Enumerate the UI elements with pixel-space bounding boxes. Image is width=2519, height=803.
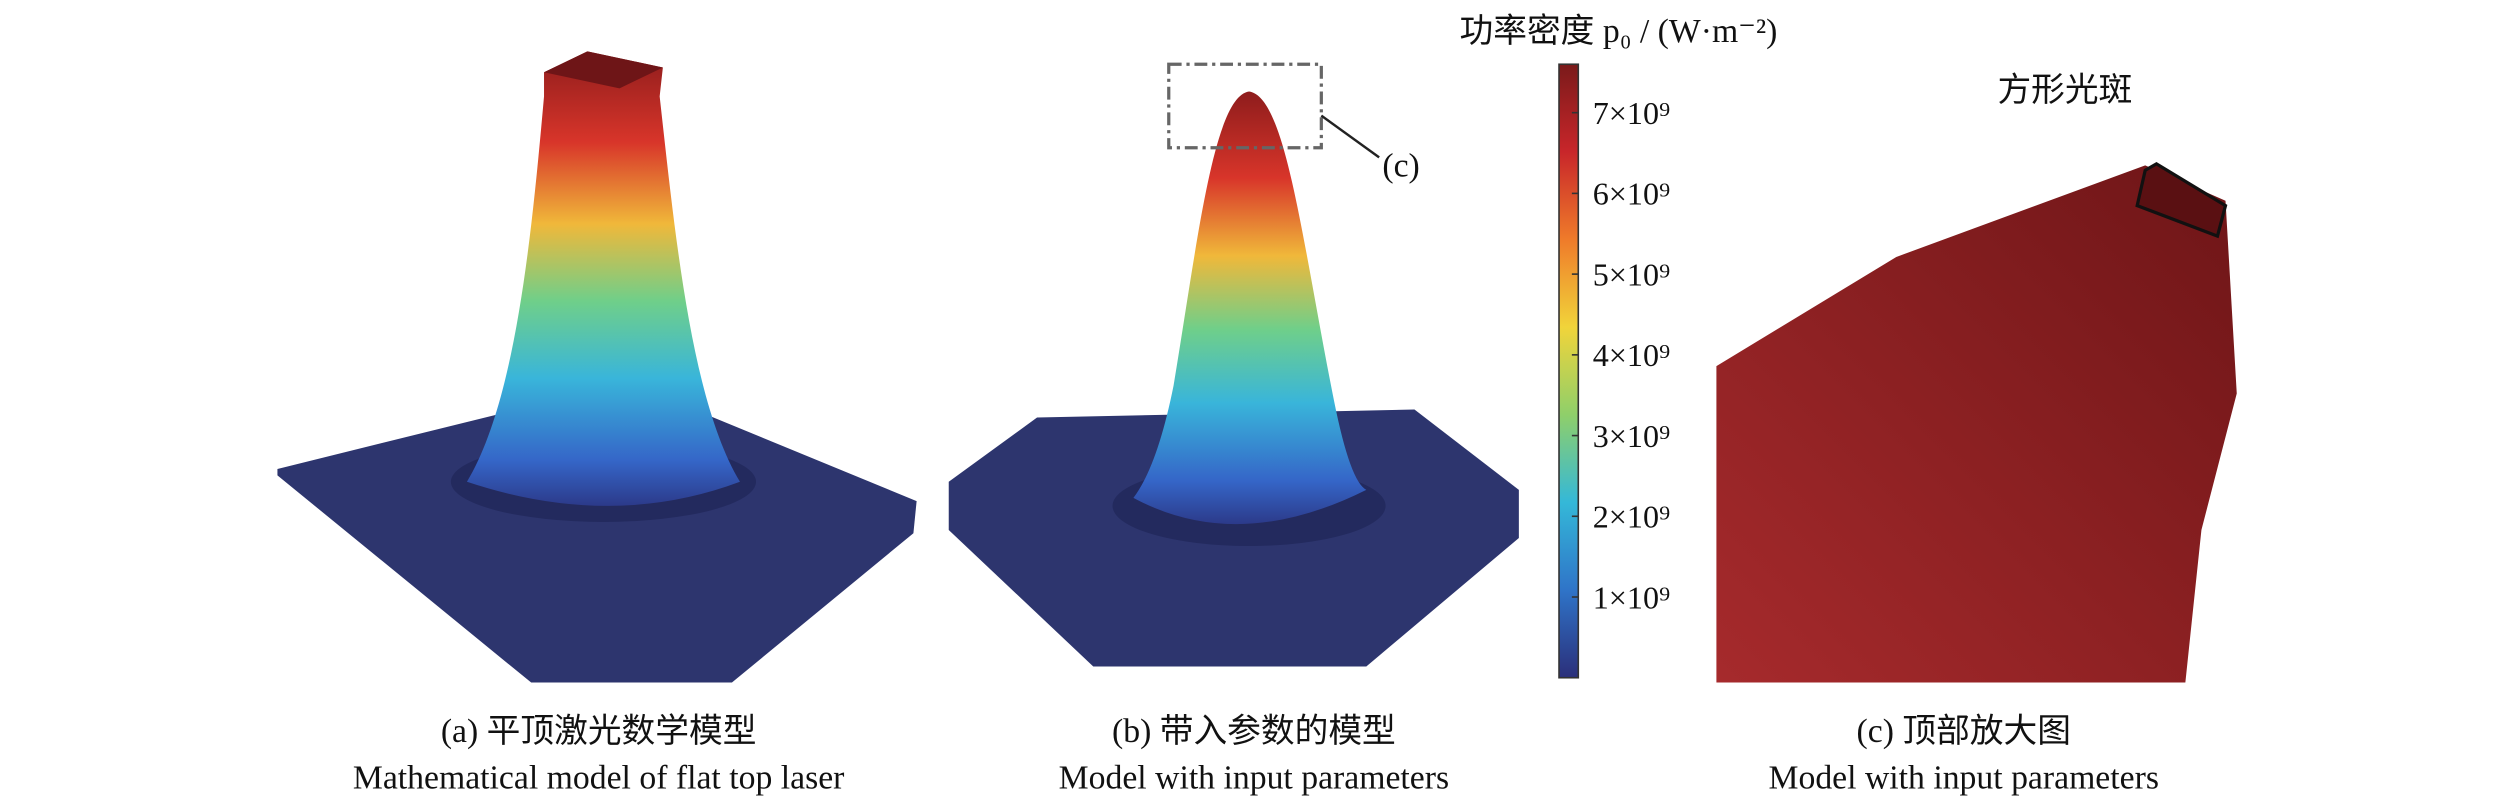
colorbar [1558,63,1580,679]
caption-cn: (a) 平顶激光数学模型 [441,712,757,750]
tick-label: 3×10⁹ [1593,418,1670,454]
callout-label: (c) [1382,148,1419,185]
caption-en: Model with input parameters [1768,760,2158,797]
base-plane [277,382,917,683]
square-spot [2135,161,2228,239]
surface-peak [466,51,740,506]
colorbar-title: 功率密度 p₀ / (W·m⁻²) [1460,12,1778,50]
callout-line [1320,114,1380,159]
caption-en: Mathematical model of flat top laser [353,760,845,797]
callout-box [1167,62,1323,150]
tick-label: 1×10⁹ [1593,579,1670,615]
tick-label: 7×10⁹ [1593,95,1670,131]
annotation: 方形光斑 [1997,71,2132,109]
flat-top [544,51,663,89]
caption-cn: (b) 带入参数的模型 [1112,712,1396,750]
surface-peak [1133,91,1367,525]
caption-en: Model with input parameters [1059,760,1449,797]
caption-cn: (c) 顶部放大图 [1857,712,2071,750]
zoom-surface [1716,165,2237,683]
tick-label: 4×10⁹ [1593,337,1670,373]
tick-label: 6×10⁹ [1593,176,1670,212]
tick-label: 5×10⁹ [1593,256,1670,292]
tick-label: 2×10⁹ [1593,499,1670,535]
